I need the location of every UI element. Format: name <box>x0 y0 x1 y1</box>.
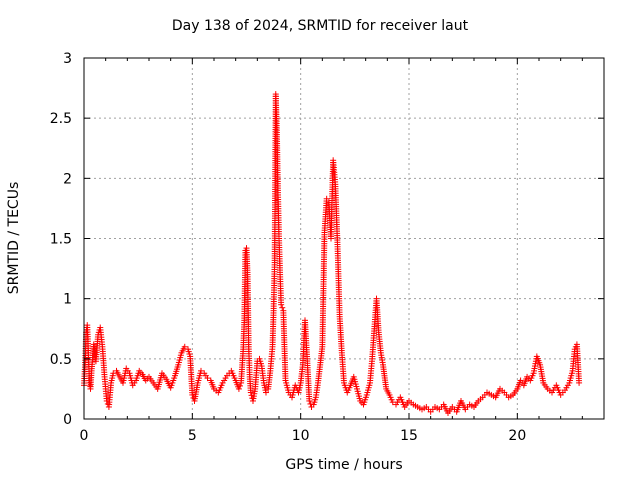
data-point <box>346 384 353 391</box>
data-point <box>356 395 363 402</box>
data-point <box>382 383 389 390</box>
data-point <box>247 387 254 394</box>
data-point <box>161 374 168 381</box>
y-tick-label: 2 <box>63 171 72 187</box>
data-point <box>189 389 196 396</box>
data-point <box>260 377 267 384</box>
data-point <box>262 387 269 394</box>
data-point <box>464 403 471 410</box>
data-point <box>285 387 292 394</box>
data-point <box>323 198 330 205</box>
data-point <box>353 383 360 390</box>
y-tick-label: 3 <box>63 51 72 67</box>
data-point <box>222 375 229 382</box>
data-point <box>306 395 313 402</box>
x-tick-label: 20 <box>508 428 526 444</box>
axis-ticks <box>83 57 604 420</box>
data-point <box>218 382 225 389</box>
data-point <box>340 377 347 384</box>
data-point <box>481 391 488 398</box>
data-point <box>197 370 204 377</box>
data-point <box>231 375 238 382</box>
data-point <box>148 377 155 384</box>
y-axis-label: SRMTID / TECUs <box>6 181 22 295</box>
data-point <box>468 402 475 409</box>
x-tick-label: 0 <box>80 428 89 444</box>
data-point <box>278 299 285 306</box>
data-point <box>213 387 220 394</box>
y-tick-label: 2.5 <box>50 111 72 127</box>
data-point <box>251 388 258 395</box>
y-tick-label: 1 <box>63 292 72 308</box>
data-point <box>525 375 532 382</box>
data-point <box>107 382 114 389</box>
data-point <box>124 367 131 374</box>
x-tick-label: 15 <box>400 428 418 444</box>
x-tick-label: 5 <box>188 428 197 444</box>
data-point <box>503 391 510 398</box>
data-point <box>559 389 566 396</box>
x-axis-label: GPS time / hours <box>285 457 403 473</box>
data-point <box>486 390 493 397</box>
data-point <box>186 351 193 358</box>
y-tick-label: 0 <box>63 412 72 428</box>
data-point <box>131 379 138 386</box>
data-point <box>86 382 93 389</box>
data-point <box>408 399 415 406</box>
data-point <box>429 406 436 413</box>
data-point <box>536 359 543 366</box>
grid-lines <box>84 58 604 419</box>
data-point <box>385 389 392 396</box>
data-point <box>115 371 122 378</box>
data-point <box>202 372 209 379</box>
data-point <box>421 405 428 412</box>
data-point <box>477 396 484 403</box>
x-tick-label: 10 <box>292 428 310 444</box>
data-point <box>362 394 369 401</box>
data-point <box>137 369 144 376</box>
data-point <box>312 396 319 403</box>
data-point <box>279 304 286 311</box>
data-point <box>507 393 514 400</box>
data-point <box>575 377 582 384</box>
data-point <box>490 393 497 400</box>
data-point <box>307 400 314 407</box>
data-point <box>412 402 419 409</box>
data-point <box>379 359 386 366</box>
data-point <box>377 347 384 354</box>
data-point <box>366 382 373 389</box>
data-point <box>297 382 304 389</box>
data-point <box>564 382 571 389</box>
data-point <box>473 399 480 406</box>
data-point <box>568 370 575 377</box>
data-point <box>282 375 289 382</box>
chart-title: Day 138 of 2024, SRMTID for receiver lau… <box>171 18 469 34</box>
data-point <box>103 395 110 402</box>
data-point <box>543 383 550 390</box>
y-tick-label: 0.5 <box>50 352 72 368</box>
data-point <box>529 372 536 379</box>
axis-tick-labels: 0 5 10 15 20 0 0.5 1 1.5 2 2.5 3 <box>50 51 527 444</box>
data-series-srmtid <box>81 91 583 416</box>
y-tick-label: 1.5 <box>50 232 72 248</box>
data-point <box>257 360 264 367</box>
data-point <box>109 372 116 379</box>
data-point <box>180 345 187 352</box>
data-point <box>174 364 181 371</box>
data-point <box>210 383 217 390</box>
data-point <box>499 387 506 394</box>
data-point <box>314 382 321 389</box>
data-point <box>316 364 323 371</box>
data-point <box>539 377 546 384</box>
data-point <box>546 387 553 394</box>
data-point <box>171 375 178 382</box>
data-point <box>177 352 184 359</box>
data-point <box>512 387 519 394</box>
data-point <box>237 382 243 389</box>
data-point <box>194 382 201 389</box>
data-point <box>388 396 395 403</box>
data-point <box>434 405 441 412</box>
